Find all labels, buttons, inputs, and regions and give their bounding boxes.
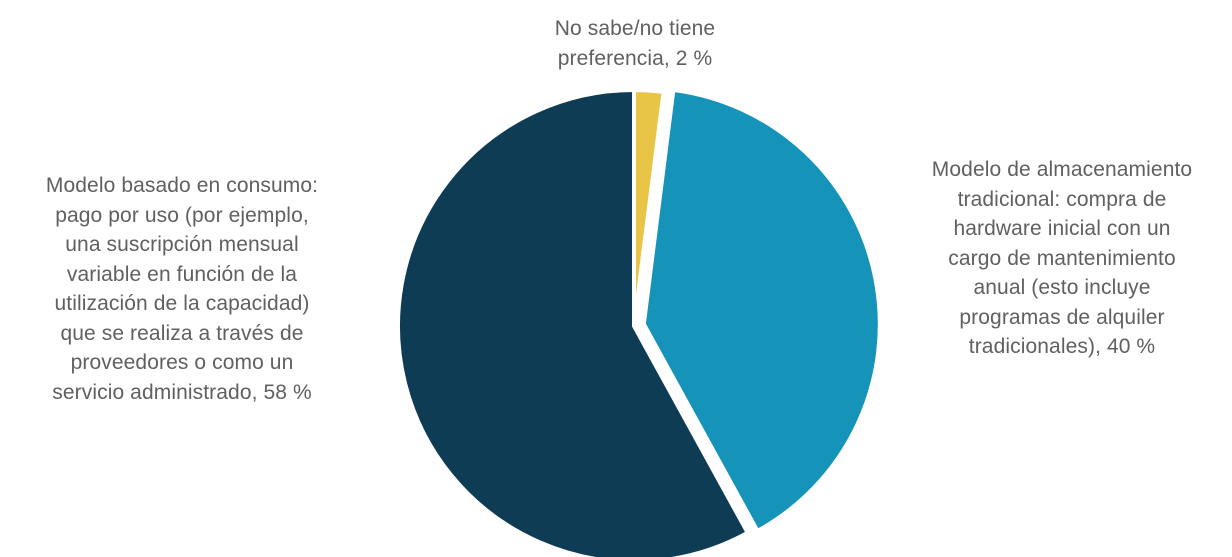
slice-label-line: una suscripción mensual [65,233,299,256]
slice-label-line: hardware inicial con un [953,217,1171,240]
slice-label-line: tradicionales), 40 % [968,335,1156,358]
slice-label-line: anual (esto incluye [973,276,1151,299]
pie-slices [396,87,882,557]
slice-label-line: tradicional: compra de [957,187,1167,211]
slice-label-line: Modelo basado en consumo: [45,174,319,197]
slice-label-basado-en-consumo: Modelo basado en consumo: pago por uso (p… [0,171,364,407]
slice-label-line: pago por uso (por ejemplo, [55,203,309,227]
slice-label-line: variable en función de la [66,262,298,286]
slice-label-almacenamiento-tradicional: Modelo de almacenamiento tradicional: com… [892,155,1232,362]
slice-label-line: programas de alquiler [959,305,1165,329]
pie-slice-basado-en-consumo [396,88,750,557]
slice-label-line: utilización de la capacidad) [54,292,310,315]
slice-label-line: servicio administrado, 58 % [52,380,312,404]
slice-label-line: preferencia, 2 % [557,46,713,70]
slice-label-line: No sabe/no tiene [554,17,716,40]
slice-label-line: cargo de mantenimiento [948,246,1176,270]
slice-label-line: que se realiza a través de [60,321,304,345]
pie-slice-almacenamiento-tradicional [641,87,882,533]
slice-label-line: Modelo de almacenamiento [931,158,1193,181]
slice-label-line: proveedores o como un [70,351,294,374]
slice-label-no-sabe: No sabe/no tiene preferencia, 2 % [470,14,800,73]
